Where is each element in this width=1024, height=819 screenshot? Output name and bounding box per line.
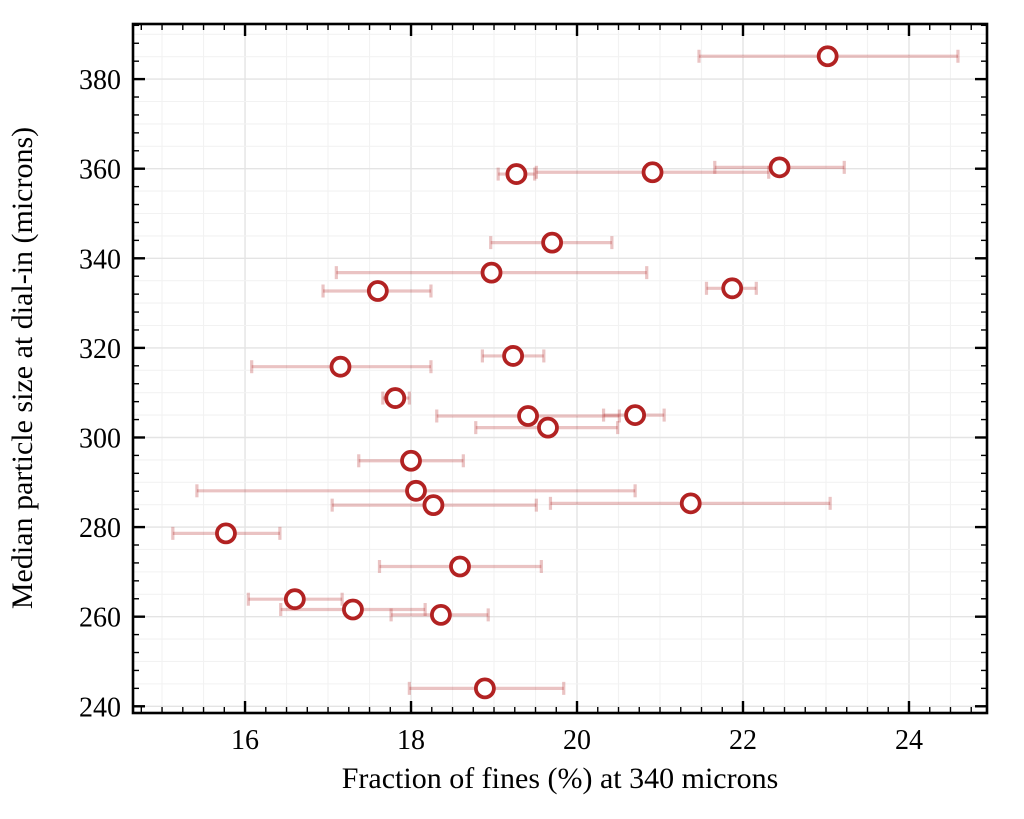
data-point-marker — [400, 449, 422, 472]
x-tick-label: 16 — [231, 725, 259, 756]
y-tick-label: 360 — [79, 155, 121, 186]
data-point-marker — [768, 156, 791, 179]
y-tick-label: 320 — [79, 334, 121, 365]
data-point-marker — [641, 161, 664, 184]
data-markers — [215, 45, 839, 700]
y-tick-label: 260 — [79, 603, 121, 634]
y-tick-label: 240 — [79, 692, 121, 723]
axis-ticks — [133, 24, 987, 713]
y-tick-label: 340 — [79, 244, 121, 275]
data-point-marker — [517, 405, 539, 427]
plot-border — [131, 22, 989, 715]
data-point-marker — [384, 387, 407, 409]
data-point-marker — [624, 404, 647, 426]
data-point-marker — [215, 522, 237, 545]
data-point-marker — [422, 494, 445, 517]
data-point-marker — [505, 163, 528, 185]
x-axis-label: Fraction of fines (%) at 340 microns — [342, 762, 779, 795]
data-point-marker — [430, 603, 452, 626]
x-tick-label: 22 — [729, 725, 757, 756]
tick-labels: 16 18 20 22 24 240 260 280 300 320 340 360 380 — [79, 65, 923, 756]
data-point-marker — [329, 355, 352, 378]
data-point-marker — [537, 416, 559, 439]
gridlines — [133, 24, 987, 713]
y-axis-label: Median particle size at dial-in (microns… — [6, 127, 39, 609]
data-point-marker — [721, 277, 744, 300]
x-tick-label: 20 — [563, 725, 591, 756]
data-point-marker — [480, 261, 503, 284]
data-point-marker — [366, 280, 389, 302]
data-point-marker — [502, 345, 525, 367]
data-point-marker — [342, 598, 364, 621]
data-point-marker — [541, 231, 564, 254]
data-point-marker — [449, 555, 471, 578]
y-tick-label: 380 — [79, 65, 121, 96]
data-point-marker — [816, 45, 839, 68]
y-tick-label: 280 — [79, 513, 121, 544]
data-point-marker — [473, 677, 496, 700]
x-tick-label: 24 — [895, 725, 923, 756]
x-tick-label: 18 — [397, 725, 425, 756]
data-point-marker — [283, 588, 306, 611]
data-point-marker — [679, 492, 702, 515]
data-point-marker — [405, 479, 427, 502]
y-tick-label: 300 — [79, 423, 121, 454]
